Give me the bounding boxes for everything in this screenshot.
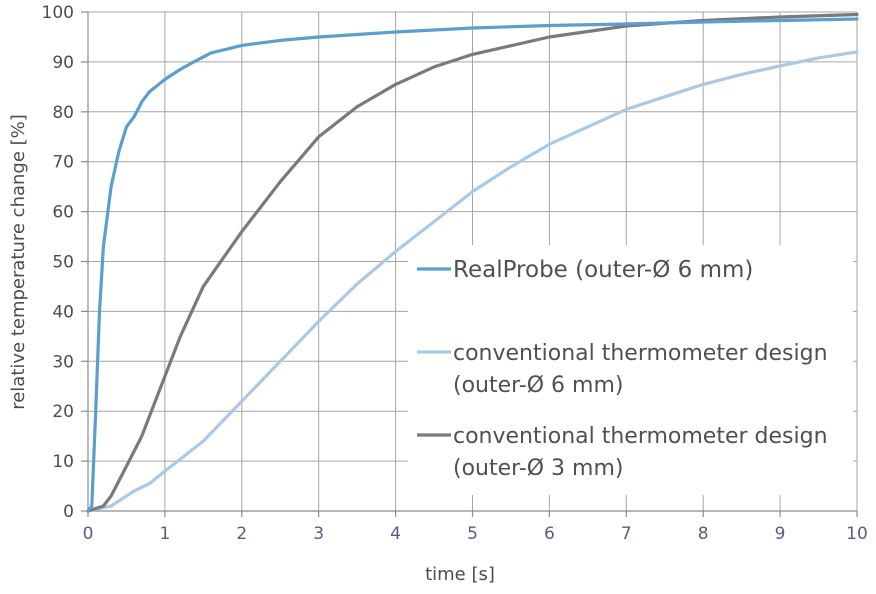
legend-label-2: conventional thermometer design (453, 424, 828, 449)
x-axis-title: time [s] (425, 564, 495, 585)
series-line-1 (86, 50, 859, 513)
series-line-0 (86, 17, 859, 513)
x-tick-label: 4 (390, 524, 401, 544)
y-tick-label: 50 (52, 253, 74, 273)
legend-label-1: (outer-Ø 6 mm) (453, 373, 623, 398)
y-tick-label: 100 (42, 3, 74, 23)
x-tick-label: 8 (698, 524, 709, 544)
x-tick-label: 5 (467, 524, 478, 544)
x-tick-label: 0 (83, 524, 94, 544)
x-tick-label: 2 (236, 524, 247, 544)
y-axis-title: relative temperature change [%] (8, 114, 29, 410)
x-tick-label: 10 (846, 524, 868, 544)
y-tick-label: 80 (52, 103, 74, 123)
legend-label-0: RealProbe (outer-Ø 6 mm) (453, 257, 753, 283)
x-tick-label: 9 (775, 524, 786, 544)
series-line-2 (86, 12, 859, 513)
legend-background (408, 245, 853, 495)
x-tick-label: 7 (621, 524, 632, 544)
y-tick-label: 40 (52, 302, 74, 322)
x-tick-label: 3 (313, 524, 324, 544)
data-series (86, 12, 859, 513)
y-tick-label: 0 (63, 502, 74, 522)
y-tick-label: 70 (52, 153, 74, 173)
x-tick-label: 6 (544, 524, 555, 544)
legend-label-2: (outer-Ø 3 mm) (453, 456, 623, 481)
y-tick-label: 20 (52, 402, 74, 422)
x-tick-label: 1 (159, 524, 170, 544)
legend: RealProbe (outer-Ø 6 mm) conventional the… (408, 245, 853, 495)
y-tick-label: 90 (52, 53, 74, 73)
axes: 0 10 20 30 40 50 60 70 80 90 100 0 1 2 3 4 5 6 7 8 9 10 (42, 3, 868, 544)
y-tick-label: 10 (52, 452, 74, 472)
legend-label-1: conventional thermometer design (453, 341, 828, 366)
y-tick-label: 60 (52, 203, 74, 223)
y-tick-label: 30 (52, 352, 74, 372)
